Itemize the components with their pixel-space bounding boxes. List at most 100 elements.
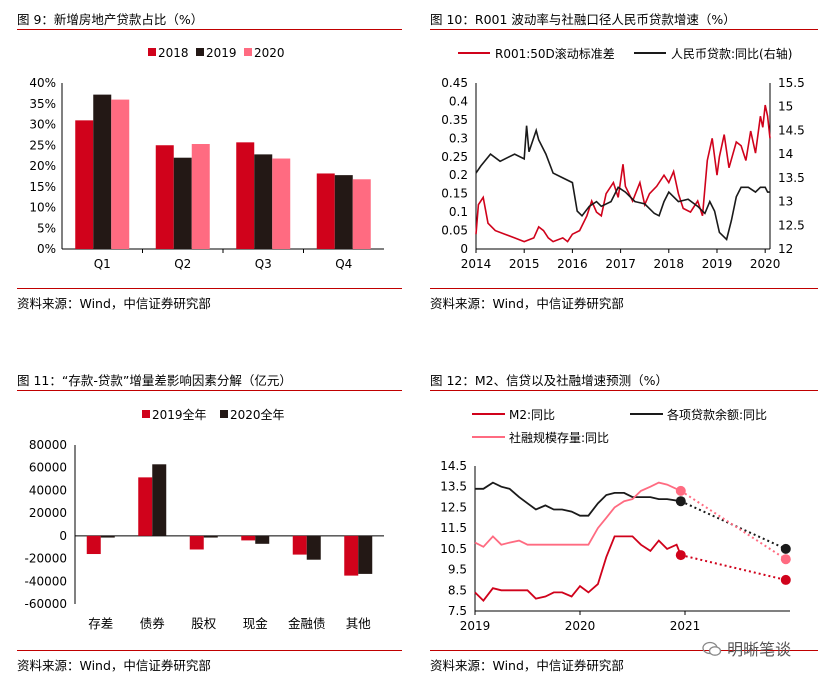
fig11-ytick-label: 0	[59, 529, 67, 543]
fig12-title: 图 12：M2、信贷以及社融增速预测（%）	[430, 373, 668, 388]
fig10-ytick-right-label: 15	[778, 100, 793, 114]
fig11-ytick-label: 20000	[29, 506, 67, 520]
fig11-bar-2020全年-股权	[203, 535, 218, 538]
fig10-ytick-right-label: 15.5	[778, 76, 805, 90]
fig12-ytick-label: 13.5	[440, 480, 467, 494]
fig11-bar-2020全年-其他	[358, 535, 373, 574]
fig10-ytick-right-label: 12	[778, 242, 793, 256]
fig12-ytick-label: 9.5	[448, 563, 467, 577]
fig9-category-label: Q2	[174, 257, 191, 271]
fig11-ytick-label: 40000	[29, 483, 67, 497]
fig10-title-rule	[430, 29, 818, 30]
fig12-xtick-label: 2021	[670, 619, 701, 633]
fig9-ytick-label: 5%	[37, 221, 56, 235]
fig12-ytick-label: 14.5	[440, 459, 467, 473]
fig12-ytick-label: 10.5	[440, 542, 467, 556]
fig9-title-rule	[17, 29, 402, 30]
fig11-bar-2019全年-债券	[138, 477, 153, 536]
fig11-category-label: 股权	[191, 616, 217, 631]
fig9-bar-2019-Q1	[93, 94, 112, 250]
fig9-ytick-label: 0%	[37, 242, 56, 256]
fig9-source-rule	[17, 288, 402, 289]
fig11-bar-2020全年-现金	[255, 535, 270, 544]
fig9-bar-2018-Q2	[155, 145, 174, 249]
fig10-ytick-left-label: 0.2	[449, 168, 468, 182]
fig10-ytick-right-label: 14	[778, 147, 793, 161]
fig11-bar-2020全年-债券	[152, 464, 167, 536]
fig9-ytick-label: 10%	[29, 201, 56, 215]
fig11-category-label: 金融债	[288, 616, 326, 631]
fig10-xtick-label: 2014	[461, 257, 492, 271]
fig12-series-m2-marker-start	[675, 550, 686, 561]
fig12-ytick-label: 11.5	[440, 521, 467, 535]
fig11-ytick-label: -40000	[24, 574, 67, 588]
fig9-bar-2020-Q3	[272, 158, 291, 249]
fig10-legend-label-loan: 人民币贷款:同比(右轴)	[671, 46, 792, 61]
fig9-ytick-label: 40%	[29, 76, 56, 90]
fig9-bar-2018-Q4	[316, 173, 335, 249]
fig9-title: 图 9：新增房地产贷款占比（%）	[17, 12, 204, 27]
fig11-bar-2020全年-存差	[100, 535, 115, 538]
fig12-ytick-label: 12.5	[440, 500, 467, 514]
fig11-category-label: 其他	[346, 616, 372, 631]
fig11-bar-2019全年-其他	[344, 535, 359, 576]
fig9-category-label: Q1	[94, 257, 111, 271]
fig11-source: 资料来源：Wind，中信证券研究部	[17, 658, 211, 673]
fig9-legend-label-2020: 2020	[254, 46, 285, 60]
fig10-xtick-label: 2020	[750, 257, 781, 271]
fig11-category-label: 债券	[140, 616, 166, 631]
fig10-xtick-label: 2019	[702, 257, 733, 271]
fig11-ytick-label: 60000	[29, 461, 67, 475]
fig10-xtick-label: 2018	[654, 257, 685, 271]
fig12-series-loans-marker-start	[675, 496, 686, 507]
watermark-text: 明晰笔谈	[727, 640, 792, 659]
fig12-series-m2-forecast	[680, 554, 787, 581]
fig11-legend-swatch-2020全年	[220, 410, 228, 418]
fig9-legend-label-2018: 2018	[158, 46, 189, 60]
fig9-ytick-label: 25%	[29, 138, 56, 152]
fig12-series-loans-line	[475, 481, 681, 517]
fig12-legend-label-loans: 各项贷款余额:同比	[667, 407, 767, 422]
fig9-bar-2019-Q2	[173, 157, 192, 249]
fig12-source: 资料来源：Wind，中信证券研究部	[430, 658, 624, 673]
fig12-legend-label-afre: 社融规模存量:同比	[509, 430, 609, 445]
fig9-panel: 图 9：新增房地产贷款占比（%） 0% 5% 10% 15% 20% 25% 30% 35% 4…	[0, 0, 416, 340]
fig9-ytick-label: 30%	[29, 118, 56, 132]
fig12-series-afre-line	[474, 481, 682, 548]
fig9-legend-swatch-2020	[244, 48, 252, 56]
fig11-source-rule	[17, 650, 402, 651]
fig9-legend-swatch-2019	[196, 48, 204, 56]
fig10-xtick-label: 2016	[557, 257, 588, 271]
fig10-title: 图 10：R001 波动率与社融口径人民币贷款增速（%）	[430, 12, 736, 27]
fig10-ytick-left-label: 0	[460, 242, 468, 256]
fig11-bar-2019全年-现金	[241, 535, 256, 541]
fig10-ytick-left-label: 0.25	[441, 150, 468, 164]
fig9-ytick-label: 20%	[29, 159, 56, 173]
fig9-bar-2018-Q1	[75, 120, 94, 249]
fig9-legend-label-2019: 2019	[206, 46, 237, 60]
fig9-bar-2018-Q3	[236, 142, 255, 249]
fig12-series-afre-marker-end	[780, 554, 791, 565]
fig12-series-loans-forecast	[680, 500, 787, 550]
fig11-ytick-label: -20000	[24, 552, 67, 566]
fig10-ytick-left-label: 0.1	[449, 205, 468, 219]
watermark: 明晰笔谈	[702, 636, 791, 660]
fig10-ytick-left-label: 0.4	[449, 94, 468, 108]
fig10-ytick-left-label: 0.35	[441, 113, 468, 127]
fig9-legend-swatch-2018	[148, 48, 156, 56]
fig11-bar-2020全年-金融债	[306, 535, 321, 560]
fig12-ytick-label: 8.5	[448, 583, 467, 597]
fig12-series-afre-marker-start	[675, 485, 686, 496]
fig10-ytick-right-label: 13	[778, 195, 793, 209]
fig12-xtick-label: 2019	[460, 619, 491, 633]
fig9-bar-2019-Q4	[334, 175, 353, 249]
fig11-legend-swatch-2019全年	[142, 410, 150, 418]
fig9-category-label: Q3	[255, 257, 272, 271]
fig11-category-label: 现金	[243, 616, 269, 631]
fig9-bar-2020-Q2	[191, 144, 210, 249]
fig10-ytick-right-label: 12.5	[778, 218, 805, 232]
fig12-series-loans-marker-end	[780, 543, 791, 554]
fig11-legend-label-2019全年: 2019全年	[152, 407, 207, 422]
fig11-category-label: 存差	[88, 616, 113, 631]
fig10-ytick-right-label: 14.5	[778, 123, 805, 137]
